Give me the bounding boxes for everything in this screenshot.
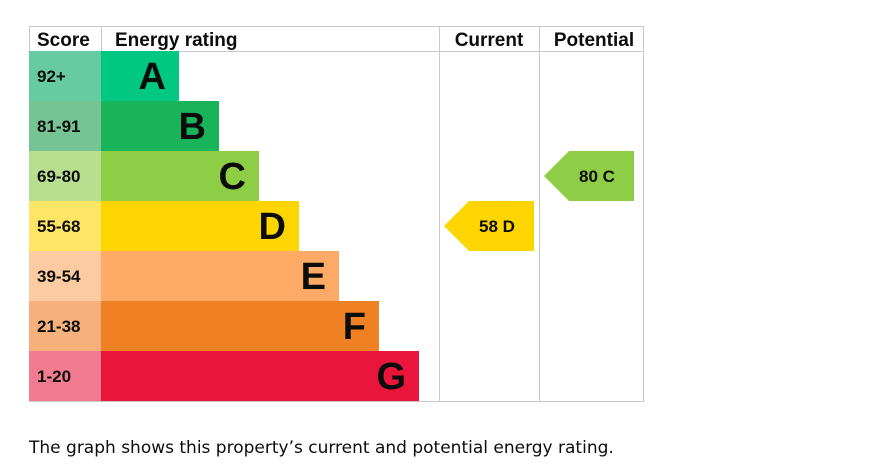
header-energy-rating: Energy rating bbox=[115, 30, 237, 51]
band-bar-e bbox=[101, 251, 339, 301]
band-bar-b bbox=[101, 101, 219, 151]
potential-marker bbox=[544, 151, 634, 201]
score-cell-b bbox=[29, 101, 101, 151]
band-letter-d: D bbox=[259, 206, 286, 248]
band-bar-c bbox=[101, 151, 259, 201]
score-label-f: 21-38 bbox=[37, 317, 80, 336]
band-letter-a: A bbox=[139, 56, 166, 98]
epc-chart: Score Energy rating Current Potential 92… bbox=[29, 26, 644, 402]
score-cell-g bbox=[29, 351, 101, 401]
score-cell-d bbox=[29, 201, 101, 251]
current-marker-label: 58 D bbox=[479, 217, 515, 236]
score-label-b: 81-91 bbox=[37, 117, 80, 136]
band-bar-d bbox=[101, 201, 299, 251]
header-potential: Potential bbox=[554, 30, 634, 51]
score-cell-f bbox=[29, 301, 101, 351]
band-letter-b: B bbox=[179, 106, 206, 148]
score-label-a: 92+ bbox=[37, 67, 66, 86]
score-label-c: 69-80 bbox=[37, 167, 80, 186]
chart-caption: The graph shows this property’s current … bbox=[29, 438, 614, 458]
score-label-e: 39-54 bbox=[37, 267, 81, 286]
band-letter-c: C bbox=[219, 156, 246, 198]
band-letter-g: G bbox=[376, 356, 406, 398]
score-cell-c bbox=[29, 151, 101, 201]
potential-marker-label: 80 C bbox=[579, 167, 615, 186]
header-score: Score bbox=[37, 30, 90, 51]
band-letter-f: F bbox=[343, 306, 366, 348]
band-bar-f bbox=[101, 301, 379, 351]
rating-markers: 58 D 80 C bbox=[444, 151, 634, 251]
rating-bands: 92+ A 81-91 B 69-80 C 55-68 D 39-54 E 21-38 F 1-20 G bbox=[29, 51, 419, 401]
score-label-g: 1-20 bbox=[37, 367, 71, 386]
score-label-d: 55-68 bbox=[37, 217, 80, 236]
score-cell-a bbox=[29, 51, 101, 101]
band-bar-g bbox=[101, 351, 419, 401]
score-cell-e bbox=[29, 251, 101, 301]
band-bar-a bbox=[101, 51, 179, 101]
band-letter-e: E bbox=[301, 256, 326, 298]
current-marker bbox=[444, 201, 534, 251]
header-current: Current bbox=[455, 30, 524, 51]
